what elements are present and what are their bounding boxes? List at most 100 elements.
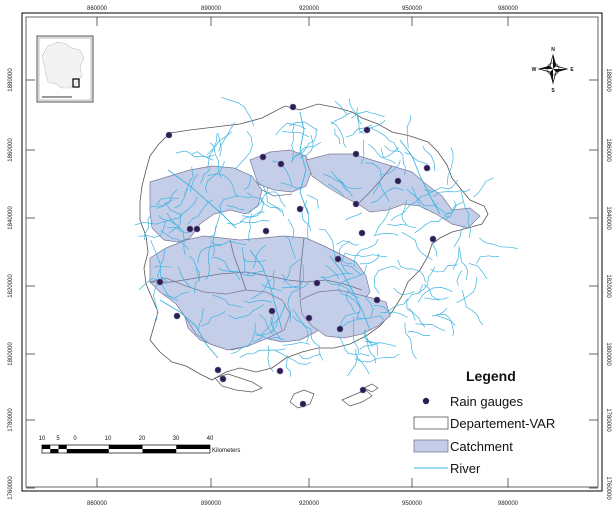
rain-gauge-marker [156,278,164,286]
x-tick-label-top: 860000 [87,6,108,12]
west-label: W [532,67,537,73]
rain-gauge-marker [358,229,366,237]
river-segment [286,354,291,377]
river-segment [307,194,319,209]
river-segment [275,350,311,365]
rain-gauge-marker [214,366,222,374]
river-segment [339,311,361,329]
river-segment [282,341,310,346]
river-segment [291,124,295,160]
river-segment [177,196,198,220]
river-segment [138,220,167,238]
river-segment [330,112,353,125]
river-segment [478,237,518,249]
scale-label: 10 [105,436,112,442]
river-segment [404,322,417,360]
river-segment [210,240,247,246]
y-tick-label-left: 1800000 [8,342,14,366]
river-segment [282,131,310,138]
x-axis-bottom: 860000 890000 920000 950000 980000 [87,501,519,507]
river-segment [242,257,266,263]
river-segment [167,227,190,234]
river-segment [415,323,446,332]
y-tick-label-left: 1880000 [8,68,14,92]
river-segment [378,181,390,202]
scale-label: 20 [139,436,146,442]
y-tick-label-left: 1840000 [8,206,14,230]
river-segment [367,143,400,158]
river-segment [156,197,179,206]
river-segment [247,192,282,213]
river-segment [344,252,388,258]
river-segment [430,264,458,273]
river-segment [159,249,167,281]
river-segment [370,187,404,204]
river-segment [205,244,212,280]
x-axis-top: 860000 890000 920000 950000 980000 [87,6,519,12]
river-segment [197,245,222,263]
scale-label: 30 [173,436,180,442]
river-segment [337,335,370,357]
x-tick-label-top: 920000 [299,6,320,12]
rain-gauge-symbol [422,397,430,405]
north-arrow: N S E W [532,47,575,94]
y-axis-right: 1880000 1860000 1840000 1820000 1800000 17800… [605,68,611,500]
river-segment [387,223,416,229]
river-segment [334,100,348,116]
river-segment [358,119,386,134]
river-segment [456,270,463,286]
river-segment [157,268,178,301]
y-axis-left: 1880000 1860000 1840000 1820000 1800000 17800… [8,68,14,500]
y-tick-label-right: 1760000 [605,476,611,500]
river-segment [443,201,464,217]
river-segment [340,253,350,275]
river-segment [336,240,360,246]
rain-gauge-marker [363,126,371,134]
river-segment [249,249,283,331]
river-segment [313,342,324,361]
river-segment [257,181,285,217]
y-tick-label-right: 1820000 [605,274,611,298]
river-segment [406,284,424,321]
rain-gauge-marker [259,153,267,161]
river-segment [417,266,436,294]
rain-gauge-marker [219,375,227,383]
river-segment [272,160,293,186]
river-segment [329,255,371,331]
y-tick-label-left: 1860000 [8,138,14,162]
river-segment [320,272,353,279]
river-segment [134,218,178,226]
river-segment [424,297,449,300]
river-segment [342,264,361,275]
river-segment [452,248,460,270]
river-segment [374,265,400,294]
river-segment [208,204,221,239]
river-segment [353,317,359,354]
river-segment [175,150,215,158]
river-segment [345,212,363,221]
river-segment [393,287,415,296]
catchment-polygon [299,289,391,339]
scale-label: 40 [207,436,214,442]
river-segment [272,270,275,290]
river-segment [267,345,274,372]
river-segment [338,265,367,287]
legend-title: Legend [466,368,516,384]
river-segment [319,228,338,263]
river-segment [437,315,456,326]
x-tick-label-top: 950000 [402,6,423,12]
river-segment [363,127,399,151]
river-segment [153,265,172,268]
river-segment [287,218,295,240]
river-segment [178,266,192,289]
river-segment [221,96,255,127]
river-segment [325,264,340,280]
river-segment [473,177,494,198]
river-segment [342,318,363,328]
y-tick-label-left: 1780000 [8,408,14,432]
y-tick-label-right: 1880000 [605,68,611,92]
river-segment [469,263,488,280]
river-segment [218,122,235,152]
y-tick-label-right: 1860000 [605,138,611,162]
